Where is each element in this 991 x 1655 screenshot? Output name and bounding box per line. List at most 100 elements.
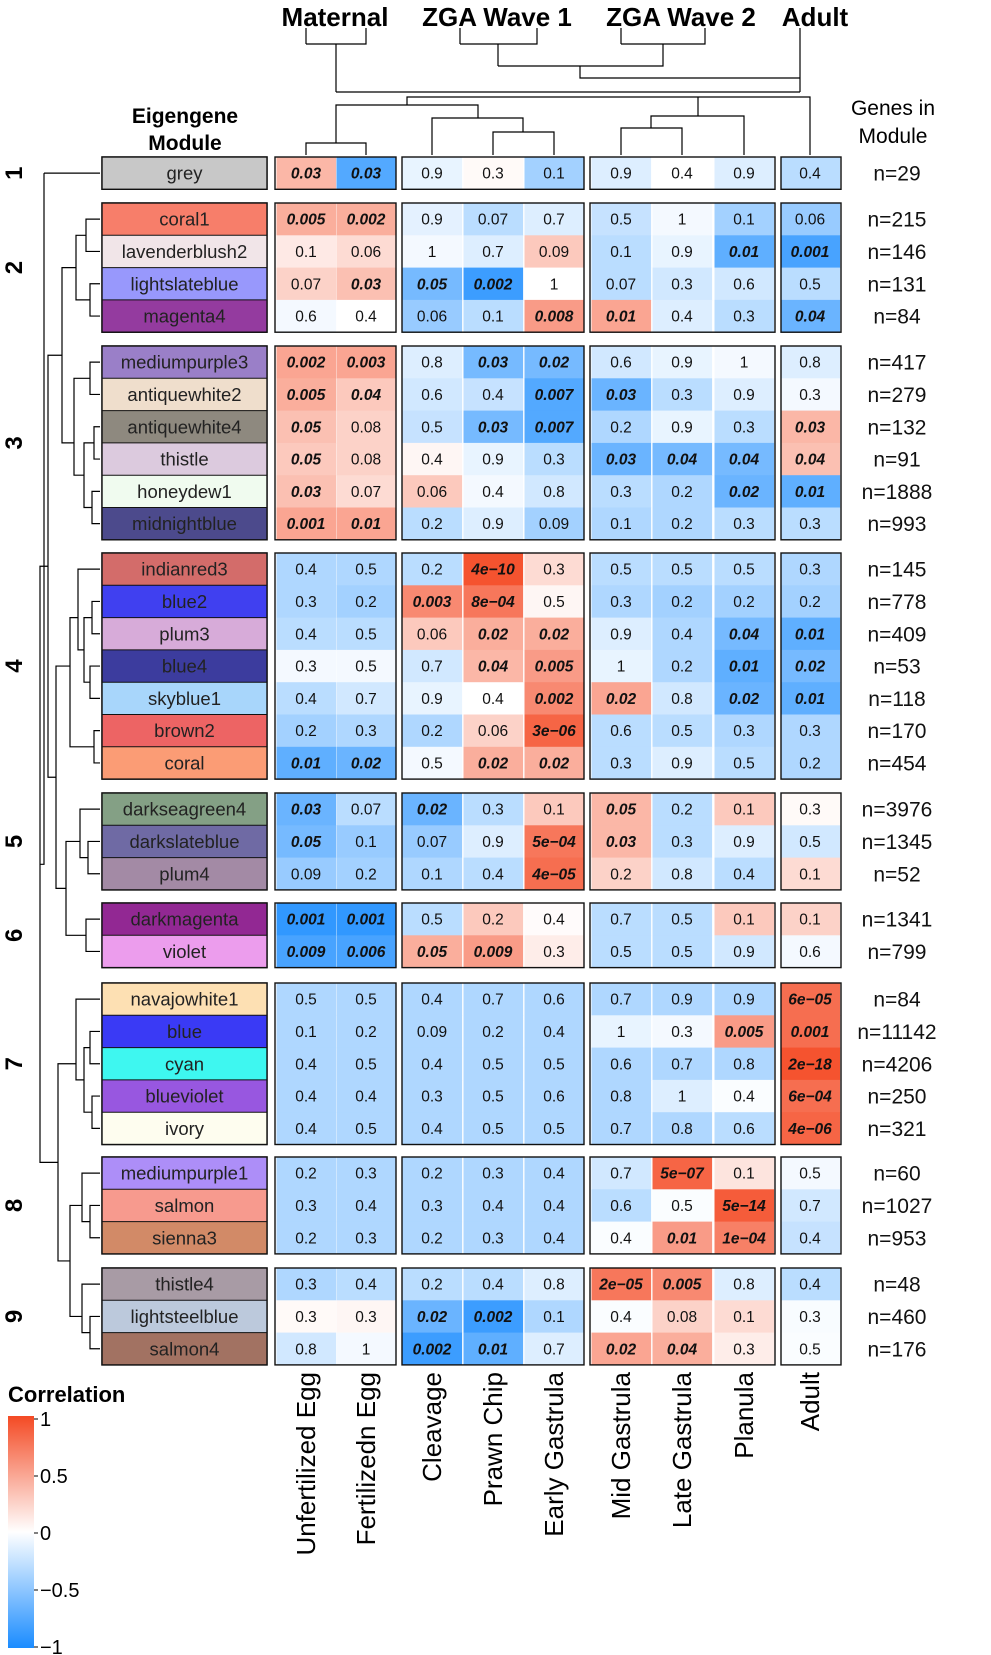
module-swatch-coral xyxy=(102,746,267,780)
heatmap-cell xyxy=(336,267,397,301)
cell-value: 0.4 xyxy=(671,309,693,326)
cell-value: 0.5 xyxy=(355,626,377,643)
heatmap-cell xyxy=(463,585,524,619)
heatmap-cell xyxy=(336,617,397,651)
heatmap-cell xyxy=(463,793,524,826)
cell-value: 0.04 xyxy=(478,659,509,676)
dendrogram-branch xyxy=(460,28,538,45)
cell-value: 0.4 xyxy=(295,1121,317,1138)
cell-value: 0.9 xyxy=(482,452,504,469)
heatmap-cell xyxy=(652,1268,713,1301)
column-label-planula: Planula xyxy=(729,1371,759,1458)
gene-count: n=146 xyxy=(868,241,927,264)
heatmap-cell xyxy=(714,442,775,476)
cell-value: 0.9 xyxy=(482,834,504,851)
heatmap-cell xyxy=(336,935,397,969)
heatmap-cell xyxy=(714,157,775,190)
group-border xyxy=(274,345,397,541)
module-swatch-plum4 xyxy=(102,857,267,891)
cell-value: 0.9 xyxy=(610,626,632,643)
heatmap-cell xyxy=(276,378,337,412)
cell-value: 0.009 xyxy=(474,944,513,961)
cell-value: 1 xyxy=(678,212,687,229)
module-swatch-salmon xyxy=(102,1189,267,1222)
heatmap-row-cyan: 0.4 0.5 0.4 0.5 0.5 0.6 0.7 0.8 2e−18 xyxy=(276,1047,841,1081)
cell-value: 0.02 xyxy=(478,626,509,643)
heatmap-cell xyxy=(336,585,397,619)
cell-value: 0.3 xyxy=(733,309,755,326)
cell-value: 0.1 xyxy=(733,212,755,229)
module-name: antiquewhite4 xyxy=(127,416,241,437)
heatmap-cell xyxy=(402,585,463,619)
heatmap-cell xyxy=(336,649,397,683)
cell-value: 0.006 xyxy=(347,944,386,961)
cluster-label: 5 xyxy=(1,835,28,848)
heatmap-row-darkseagreen4: 0.03 0.07 0.02 0.3 0.1 0.05 0.2 0.1 0.3 xyxy=(276,793,841,826)
heatmap-cell xyxy=(780,346,841,379)
heatmap-cell xyxy=(714,983,775,1016)
cell-value: 0.9 xyxy=(671,992,693,1009)
module-swatch-lavenderblush2 xyxy=(102,235,267,268)
heatmap-cell xyxy=(652,903,713,936)
module-swatch-darkmagenta xyxy=(102,903,267,936)
heatmap-cell xyxy=(336,1300,397,1334)
cell-value: 8e−04 xyxy=(471,594,515,611)
heatmap-row-sienna3: 0.2 0.3 0.2 0.3 0.4 0.4 0.01 1e−04 0.4 xyxy=(276,1221,841,1255)
cell-value: 0.1 xyxy=(733,912,755,929)
heatmap-cell xyxy=(276,793,337,826)
heatmap-cell xyxy=(591,203,652,236)
cell-value: 0.3 xyxy=(355,1230,377,1247)
cell-value: 0.005 xyxy=(535,659,574,676)
cell-value: 0.9 xyxy=(733,834,755,851)
cell-value: 0.01 xyxy=(729,244,759,261)
group-border xyxy=(401,982,585,1146)
heatmap-cell xyxy=(336,825,397,859)
cell-value: 0.4 xyxy=(799,1277,821,1294)
module-name: salmon xyxy=(155,1195,215,1216)
cell-value: 0.06 xyxy=(417,484,447,501)
module-swatch-lightsteelblue xyxy=(102,1300,267,1333)
cell-value: 0.2 xyxy=(421,723,443,740)
group-border xyxy=(274,1156,397,1255)
cell-value: 0.3 xyxy=(610,755,632,772)
cell-value: 0.4 xyxy=(671,166,693,183)
cell-value: 0.2 xyxy=(355,866,377,883)
heatmap-cell xyxy=(524,746,585,780)
heatmap-cell xyxy=(463,475,524,509)
heatmap-cell xyxy=(652,378,713,412)
heatmap-cell xyxy=(336,1268,397,1301)
heatmap-cell xyxy=(402,825,463,859)
cell-value: 0.2 xyxy=(421,516,443,533)
legend-tick-label: −0.5 xyxy=(40,1580,79,1602)
cell-value: 1 xyxy=(362,1341,371,1358)
cell-value: 1e−04 xyxy=(722,1230,766,1247)
cell-value: 0.03 xyxy=(795,419,826,436)
heatmap-cell xyxy=(780,378,841,412)
cell-value: 0.1 xyxy=(799,912,821,929)
cell-value: 0.03 xyxy=(606,387,637,404)
heatmap-cell xyxy=(780,793,841,826)
cell-value: 0.03 xyxy=(351,166,382,183)
cell-value: 0.9 xyxy=(671,755,693,772)
column-label-prawn-chip: Prawn Chip xyxy=(478,1372,508,1506)
heatmap-row-mediumpurple1: 0.2 0.3 0.2 0.3 0.4 0.7 5e−07 0.1 0.5 xyxy=(276,1157,841,1190)
heatmap-cell xyxy=(714,1157,775,1190)
cell-value: 0.3 xyxy=(482,166,504,183)
heatmap-cell xyxy=(276,983,337,1016)
module-name: lightslateblue xyxy=(131,273,239,294)
cell-value: 0.04 xyxy=(795,309,826,326)
heatmap-cell xyxy=(276,714,337,748)
heatmap-row-grey: 0.03 0.03 0.9 0.3 0.1 0.9 0.4 0.9 0.4 xyxy=(276,157,841,190)
module-name: lightsteelblue xyxy=(131,1306,239,1327)
heatmap-cell xyxy=(652,1189,713,1223)
gene-count: n=454 xyxy=(868,752,927,775)
module-swatch-blue4 xyxy=(102,649,267,683)
group-border xyxy=(401,202,585,333)
heatmap-cell xyxy=(652,507,713,541)
cell-value: 0.07 xyxy=(417,834,447,851)
cell-value: 0.3 xyxy=(799,516,821,533)
heatmap-cell xyxy=(780,649,841,683)
module-name: darkslateblue xyxy=(129,831,239,852)
heatmap-row-honeydew1: 0.03 0.07 0.06 0.4 0.8 0.3 0.2 0.02 0.01 xyxy=(276,475,841,509)
